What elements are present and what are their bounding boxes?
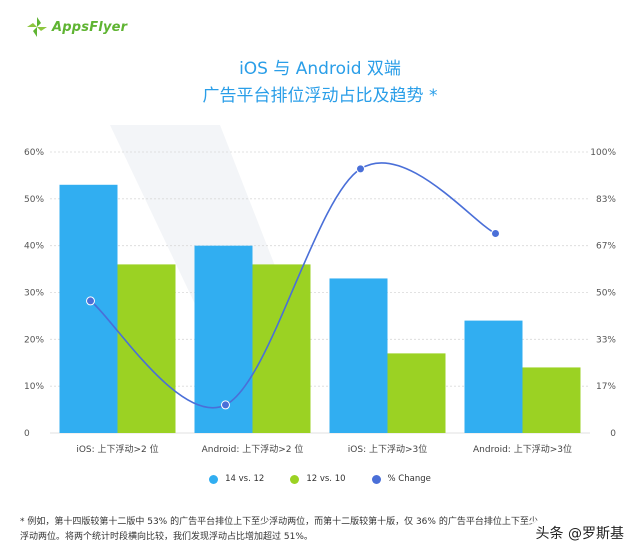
change-point — [356, 164, 365, 174]
y2-tick-label: 33% — [596, 335, 616, 345]
legend-item-series2: 12 vs. 10 — [290, 474, 346, 484]
bar-series2 — [522, 367, 581, 433]
legend: 14 vs. 12 12 vs. 10 % Change — [0, 474, 640, 484]
change-line — [86, 162, 500, 410]
category-label: Android: 上下浮动>2 位 — [202, 443, 304, 455]
chart-svg: 0 0 10% 17% 20% 33% 30% 50% 40% 67% 50% 83% 60% 100% i… — [24, 125, 616, 455]
footnote: * 例如，第十四版较第十二版中 53% 的广告平台排位上下至少浮动两位，而第十二… — [20, 515, 620, 545]
y-tick-label: 0 — [24, 429, 30, 439]
chart-title-line1: iOS 与 Android 双端 — [239, 59, 401, 79]
change-point — [491, 228, 500, 238]
chart-title-line2: 广告平台排位浮动占比及趋势 * — [202, 86, 438, 106]
y-tick-label: 40% — [24, 242, 44, 252]
legend-item-series1: 14 vs. 12 — [209, 474, 264, 484]
change-line-path — [90, 162, 496, 409]
bar-series2 — [117, 264, 176, 433]
category-label: iOS: 上下浮动>3位 — [348, 443, 427, 455]
appsflyer-logo: AppsFlyer — [26, 16, 127, 38]
y2-tick-label: 50% — [596, 289, 616, 299]
bar-series1 — [464, 320, 523, 433]
bar-series2 — [252, 264, 311, 433]
legend-label-change: % Change — [387, 474, 431, 484]
y-tick-label: 30% — [24, 289, 44, 299]
legend-swatch-series1 — [209, 474, 219, 484]
bars — [59, 184, 581, 433]
appsflyer-logo-icon — [27, 17, 47, 37]
footnote-line1: * 例如，第十四版较第十二版中 53% 的广告平台排位上下至少浮动两位，而第十二… — [20, 517, 538, 527]
bar-series1 — [329, 278, 388, 433]
change-point — [221, 400, 230, 410]
bar-series2 — [387, 353, 446, 433]
legend-label-series2: 12 vs. 10 — [306, 474, 346, 484]
category-label: Android: 上下浮动>3位 — [473, 443, 572, 455]
y-tick-label: 20% — [24, 335, 44, 345]
y2-tick-label: 100% — [590, 148, 616, 158]
legend-label-series1: 14 vs. 12 — [225, 474, 265, 484]
axis-labels: 0 0 10% 17% 20% 33% 30% 50% 40% 67% 50% 83% 60% 100% i… — [24, 148, 616, 455]
footnote-line2: 浮动两位。将两个统计时段横向比较，我们发现浮动占比增加超过 51%。 — [20, 532, 313, 542]
legend-swatch-change — [371, 474, 381, 484]
brand-name: AppsFlyer — [52, 19, 128, 35]
y-tick-label: 10% — [24, 382, 44, 392]
y2-tick-label: 67% — [596, 242, 616, 252]
legend-item-change: % Change — [371, 474, 431, 484]
change-point — [86, 296, 95, 306]
category-label: iOS: 上下浮动>2 位 — [76, 443, 158, 455]
y2-tick-label: 0 — [610, 429, 616, 439]
y2-tick-label: 17% — [596, 382, 616, 392]
legend-swatch-series2 — [290, 474, 300, 484]
source-watermark: 头条 @罗斯基 — [531, 521, 628, 545]
y-tick-label: 50% — [24, 195, 44, 205]
bar-series1 — [59, 184, 118, 433]
y-tick-label: 60% — [24, 148, 44, 158]
y2-tick-label: 83% — [596, 195, 616, 205]
